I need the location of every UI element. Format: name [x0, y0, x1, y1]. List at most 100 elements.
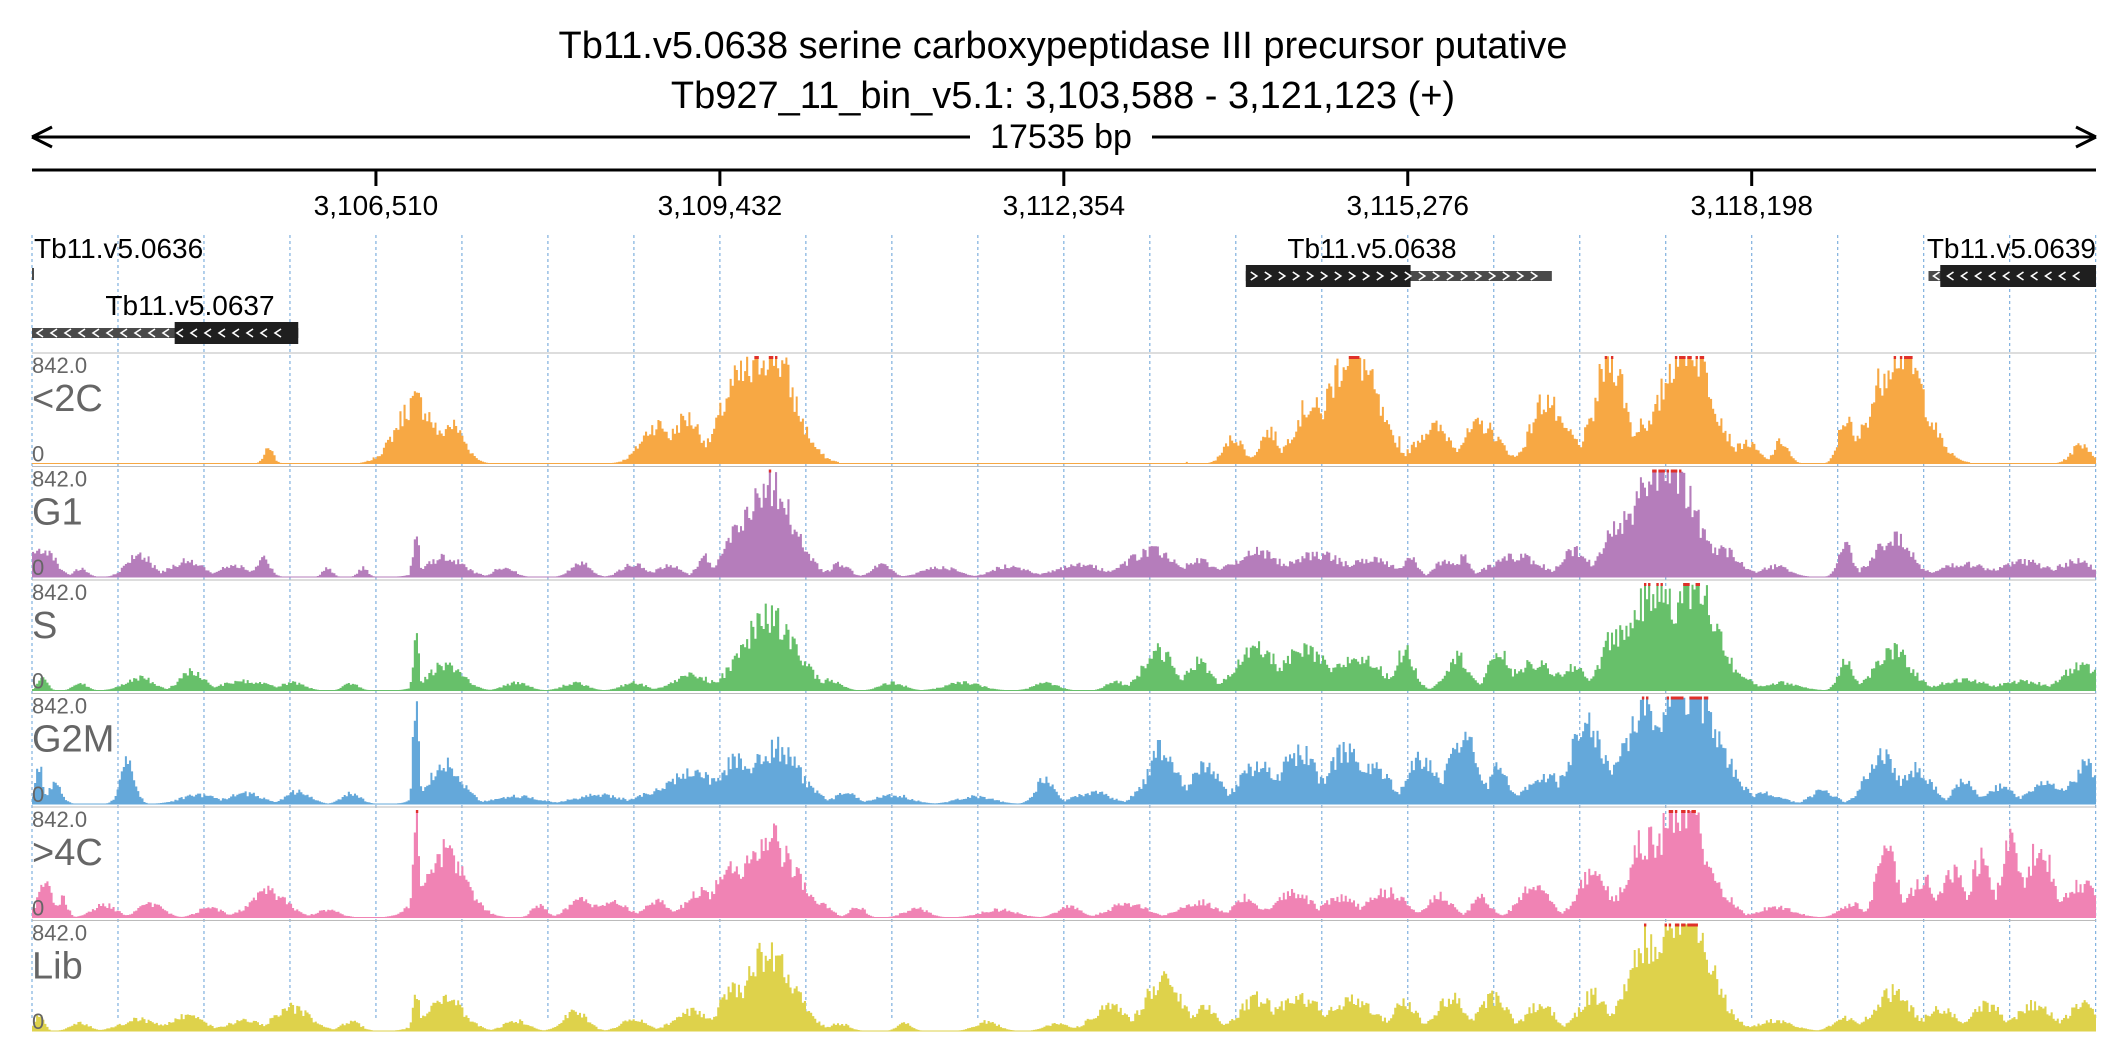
clip-marker [1674, 469, 1678, 473]
gene-utr [32, 328, 299, 338]
clip-marker [1908, 356, 1911, 359]
clip-marker [1687, 923, 1690, 927]
clip-marker [1664, 923, 1667, 927]
coverage-area [32, 810, 2096, 918]
clip-marker [1695, 696, 1698, 700]
gene-Tb11.v5.0636[interactable]: Tb11.v5.0636 [32, 233, 203, 280]
clip-marker [1910, 356, 1913, 359]
clip-marker [1705, 696, 1709, 700]
clip-marker [1643, 923, 1647, 927]
clip-marker [1699, 356, 1703, 359]
clip-marker [1674, 696, 1678, 700]
clip-marker [1683, 923, 1686, 927]
clip-marker [1693, 696, 1696, 700]
axis-tick-label: 3,115,276 [1347, 190, 1470, 221]
clip-marker [1683, 583, 1686, 586]
clip-marker [1906, 356, 1909, 359]
clip-marker [1357, 356, 1360, 359]
track-name-label: G1 [32, 492, 83, 534]
track-ymin-label: 0 [32, 669, 44, 694]
axis-tick-label: 3,109,432 [658, 190, 783, 221]
clip-marker [1674, 356, 1678, 359]
track-name-label: S [32, 605, 57, 647]
clip-marker [1687, 356, 1690, 359]
clip-marker [1691, 810, 1694, 813]
clip-marker [1641, 696, 1645, 700]
clip-marker [1693, 923, 1696, 927]
clip-marker [1668, 810, 1672, 813]
clip-marker [1679, 356, 1682, 359]
axis-tick-label: 3,118,198 [1690, 190, 1813, 221]
gene-Tb11.v5.0637[interactable]: Tb11.v5.0637 [32, 290, 299, 344]
gene-track: Tb11.v5.0636 Tb11.v5.0637 Tb11.v5.0638 Tb11… [32, 233, 2096, 344]
clip-marker [1355, 356, 1358, 359]
gene-Tb11.v5.0638[interactable]: Tb11.v5.0638 [1245, 233, 1552, 287]
clip-marker [1670, 469, 1674, 473]
track-ymin-label: 0 [32, 442, 44, 467]
chevron-left-icon [1932, 271, 2080, 281]
clip-marker [1681, 810, 1684, 813]
clip-marker [1683, 356, 1686, 359]
clip-marker [770, 356, 774, 359]
track-name-label: Lib [32, 946, 83, 988]
track-ymax-label: 842.0 [32, 467, 87, 492]
clip-marker [1646, 696, 1649, 700]
clip-marker [768, 469, 772, 473]
track-ymax-label: 842.0 [32, 353, 87, 378]
clip-marker [1666, 696, 1670, 700]
clip-marker [1350, 356, 1354, 359]
clip-marker [1656, 583, 1659, 586]
gene-label: Tb11.v5.0636 [34, 233, 203, 264]
gene-feature [32, 268, 34, 280]
clip-marker [1703, 696, 1707, 700]
clip-marker [1352, 356, 1356, 359]
clip-marker [1689, 923, 1692, 927]
clip-marker [1695, 923, 1698, 927]
clip-marker [1660, 583, 1663, 586]
coverage-tracks: 842.0<2C0842.0G10842.0S0842.0G2M0842.0>4… [32, 352, 2096, 1034]
clip-marker [415, 810, 419, 813]
gene-Tb11.v5.0639[interactable]: Tb11.v5.0639 [1927, 233, 2096, 287]
clip-marker [1677, 696, 1680, 700]
coverage-area [32, 356, 2096, 464]
gene-label: Tb11.v5.0637 [105, 290, 274, 321]
track-name-label: <2C [32, 378, 103, 420]
clip-marker [1687, 583, 1690, 586]
clip-marker [1693, 810, 1696, 813]
clip-marker [1691, 923, 1694, 927]
coverage-track-1: 842.0G1 0 [32, 466, 2096, 580]
gene-label: Tb11.v5.0638 [1287, 233, 1456, 264]
clip-marker [1666, 469, 1670, 473]
track-ymin-label: 0 [32, 555, 44, 580]
coverage-track-2: 842.0S 0 [32, 579, 2096, 694]
clip-marker [1691, 696, 1694, 700]
clip-marker [1681, 923, 1684, 927]
clip-marker [1672, 696, 1676, 700]
chevron-right-icon [1250, 271, 1539, 281]
clip-marker [1689, 356, 1692, 359]
gene-cds [174, 322, 299, 344]
coverage-track-0: 842.0<2C 0 [32, 352, 2096, 467]
coverage-area [32, 469, 2096, 577]
track-name-label: G2M [32, 719, 114, 761]
figure-subtitle: Tb927_11_bin_v5.1: 3,103,588 - 3,121,123… [671, 75, 1455, 117]
coverage-track-4: 842.0>4C 0 [32, 806, 2096, 921]
clip-marker [1904, 356, 1907, 359]
track-ymin-label: 0 [32, 1009, 44, 1034]
clip-marker [756, 356, 759, 359]
clip-marker [1660, 469, 1663, 473]
track-ymax-label: 842.0 [32, 580, 87, 605]
coordinate-axis: 3,106,510 3,109,432 3,112,354 3,115,276 3,11… [32, 168, 2096, 221]
clip-marker [1681, 696, 1684, 700]
clip-marker [1662, 469, 1665, 473]
span-label: 17535 bp [990, 118, 1132, 156]
clip-marker [1681, 356, 1684, 359]
span-arrow: 17535 bp [31, 118, 2097, 156]
track-ymax-label: 842.0 [32, 694, 87, 719]
clip-marker [1899, 356, 1903, 359]
clip-marker [1672, 469, 1676, 473]
arrow-right-icon [2075, 125, 2097, 149]
